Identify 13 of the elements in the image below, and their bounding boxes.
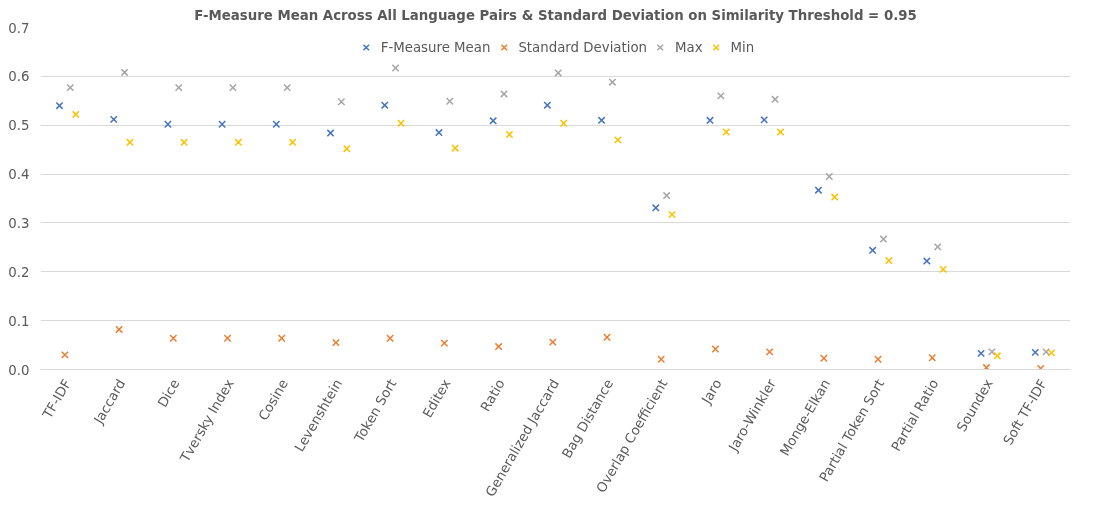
y-tick-label: 0.2	[8, 264, 30, 280]
legend-label: F-Measure Mean	[380, 39, 491, 55]
y-tick-label: 0.6	[8, 69, 30, 85]
y-tick-label: 0.1	[8, 313, 30, 329]
y-tick-label: 0.7	[8, 20, 30, 36]
chart-title: F-Measure Mean Across All Language Pairs & Standard Deviation on Similarity Threshold = 0.95	[194, 7, 917, 23]
legend-label: Standard Deviation	[518, 39, 648, 55]
legend-label: Max	[675, 39, 703, 55]
legend-label: Min	[730, 39, 755, 55]
y-tick-label: 0.0	[8, 362, 30, 378]
y-tick-label: 0.3	[8, 215, 30, 231]
y-tick-label: 0.4	[8, 167, 30, 183]
y-tick-label: 0.5	[8, 118, 30, 134]
